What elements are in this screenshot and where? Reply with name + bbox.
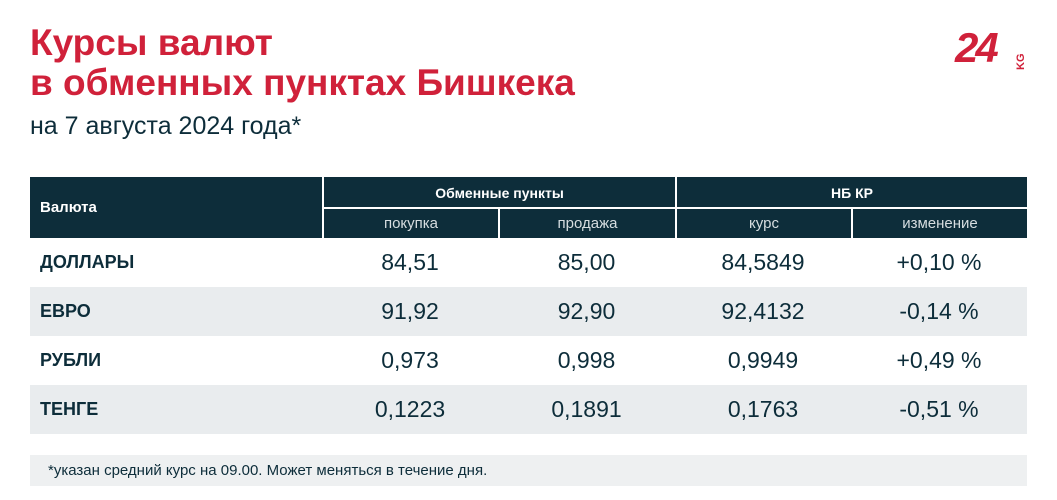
cell-value: 84,51	[322, 238, 498, 287]
title-line: в обменных пунктах Бишкека	[30, 62, 575, 103]
cell-value: 0,1891	[498, 385, 675, 434]
sub-header: изменение	[851, 207, 1027, 238]
subtitle: на 7 августа 2024 года*	[30, 112, 302, 140]
sub-header: покупка	[322, 207, 498, 238]
cell-value: 92,90	[498, 287, 675, 336]
row-label: ДОЛЛАРЫ	[30, 238, 322, 287]
cell-value: -0,51 %	[851, 385, 1027, 434]
footnote: *указан средний курс на 09.00. Может мен…	[30, 455, 1027, 486]
sub-header: курс	[675, 207, 851, 238]
sub-header: продажа	[498, 207, 675, 238]
cell-value: 0,1223	[322, 385, 498, 434]
logo: 24	[955, 24, 999, 71]
group-header: Обменные пункты	[322, 177, 675, 208]
cell-value: 85,00	[498, 238, 675, 287]
row-label: ТЕНГЕ	[30, 385, 322, 434]
cell-value: 0,998	[498, 336, 675, 385]
cell-value: 0,1763	[675, 385, 851, 434]
cell-value: 91,92	[322, 287, 498, 336]
row-label: РУБЛИ	[30, 336, 322, 385]
cell-value: +0,10 %	[851, 238, 1027, 287]
cell-value: 84,5849	[675, 238, 851, 287]
logo-suffix: KG	[1015, 53, 1027, 71]
column-header: Валюта	[30, 177, 322, 238]
cell-value: 0,973	[322, 336, 498, 385]
cell-value: -0,14 %	[851, 287, 1027, 336]
cell-value: 92,4132	[675, 287, 851, 336]
title-line: Курсы валют	[30, 22, 273, 63]
group-header: НБ КР	[675, 177, 1027, 208]
cell-value: 0,9949	[675, 336, 851, 385]
cell-value: +0,49 %	[851, 336, 1027, 385]
row-label: ЕВРО	[30, 287, 322, 336]
